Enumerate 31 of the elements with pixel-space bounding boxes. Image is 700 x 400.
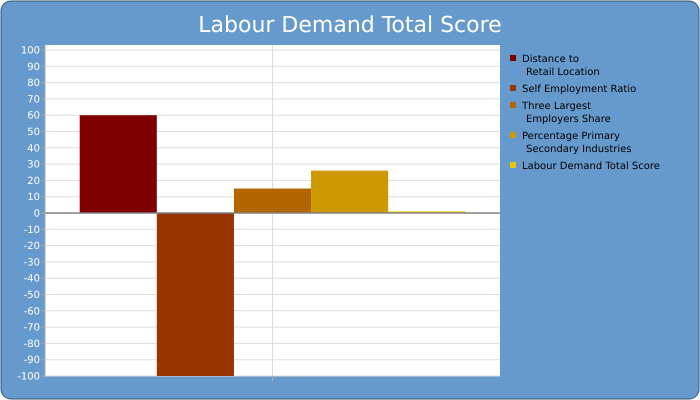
y-tick-label: 50	[27, 127, 40, 138]
bar	[80, 115, 157, 213]
y-tick-label: 60	[27, 110, 40, 122]
bar	[234, 188, 312, 213]
y-tick-label: 80	[27, 78, 40, 90]
y-tick-label: -30	[24, 257, 40, 268]
bar	[156, 213, 234, 376]
y-tick-label: -90	[24, 355, 40, 366]
legend-label: Self Employment Ratio	[522, 84, 636, 95]
y-tick-label: -50	[24, 290, 40, 301]
y-tick-label: 0	[34, 208, 40, 220]
y-tick-label: -10	[24, 224, 40, 236]
y-tick-label: 70	[27, 94, 40, 106]
bar	[311, 170, 388, 213]
y-tick-label: 20	[27, 176, 40, 187]
y-tick-label: -20	[24, 241, 40, 252]
legend-label: Three Largest Employers Share	[521, 101, 611, 125]
y-tick-label: -40	[24, 274, 40, 285]
chart-title: Labour Demand Total Score	[198, 13, 502, 38]
legend-label: Percentage Primary Secondary Industries	[522, 131, 632, 155]
y-tick-label: 90	[27, 62, 40, 73]
legend-label: Distance to Retail Location	[522, 54, 600, 78]
y-tick-label: -70	[24, 322, 40, 334]
y-tick-label: 40	[27, 143, 40, 154]
y-tick-label: -60	[24, 306, 40, 318]
y-tick-label: 100	[20, 46, 40, 56]
y-tick-label: -100	[17, 372, 40, 382]
y-tick-label: 30	[27, 160, 40, 171]
y-tick-label: -80	[24, 338, 40, 350]
legend-label: Labour Demand Total Score	[522, 161, 660, 172]
y-tick-label: 10	[27, 192, 40, 204]
